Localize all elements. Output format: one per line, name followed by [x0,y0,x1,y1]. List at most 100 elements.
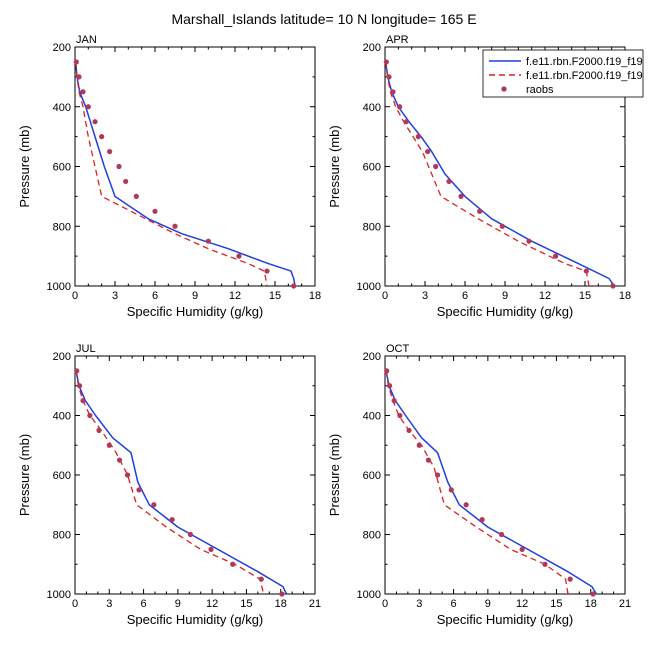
y-tick-label: 1000 [357,281,381,293]
panel-apr: APR 0 3 6 9 12 15 18 200 400 600 800 1000 Specific Hu… [327,34,631,319]
y-tick-label: 800 [53,221,71,233]
raobs-point [415,134,421,140]
y-tick-label: 200 [363,42,381,54]
raobs-point [590,591,596,597]
legend-box [482,49,644,98]
x-tick-label: 3 [112,290,118,302]
raobs-point [403,119,409,125]
raobs-point [123,178,129,185]
x-tick-label: 18 [619,290,631,302]
raobs-point [383,59,389,65]
raobs-point [391,398,397,404]
raobs-series [383,59,616,289]
raobs-point [169,517,175,523]
y-tick-label: 600 [363,162,381,174]
x-tick-label: 0 [72,290,78,302]
x-tick-label: 9 [502,290,508,302]
raobs-series [74,368,285,597]
x-tick-label: 9 [175,598,181,610]
y-tick-label: 600 [53,470,71,482]
panel-jan: JAN 0 3 6 9 12 15 18 200 400 600 800 1000 Specific Hu… [17,34,321,319]
x-tick-label: 18 [585,598,597,610]
x-tick-label: 18 [309,290,321,302]
y-tick-label: 200 [53,42,71,54]
y-tick-label: 600 [363,470,381,482]
raobs-point [264,268,270,274]
raobs-point [76,383,83,389]
raobs-point [479,517,485,523]
x-tick-label: 3 [106,598,112,610]
x-tick-label: 15 [269,290,281,302]
y-tick-label: 400 [363,411,381,423]
raobs-point [463,502,469,508]
plot-frame [74,46,316,287]
x-tick-label: 6 [462,290,468,302]
raobs-point [230,561,236,567]
raobs-point [583,268,589,274]
figure-title: Marshall_Islands latitude= 10 N longitud… [171,11,476,27]
raobs-point [99,134,105,140]
y-tick-label: 600 [53,162,71,174]
x-tick-label: 15 [579,290,591,302]
model-series-dashed [75,61,268,287]
x-tick-label: 15 [240,598,252,610]
raobs-point [425,457,432,463]
y-axis-label: Pressure (mb) [327,434,342,516]
x-tick-label: 6 [451,598,457,610]
raobs-point [477,208,483,214]
x-tick-label: 3 [416,598,422,610]
x-axis-label: Specific Humidity (g/kg) [437,304,574,319]
legend-label: f.e11.rbn.F2000.f19_f19 [526,56,643,68]
x-tick-label: 0 [382,598,388,610]
y-tick-label: 1000 [357,589,381,601]
raobs-point [133,193,139,199]
raobs-point [397,412,403,419]
raobs-point [96,427,102,433]
raobs-point [151,502,157,508]
x-tick-label: 18 [275,598,287,610]
legend-label: f.e11.rbn.F2000.f19_f19 [526,70,643,82]
x-tick-label: 6 [141,598,147,610]
model-series-solid [75,370,288,595]
raobs-point [172,223,178,229]
x-tick-label: 6 [152,290,158,302]
raobs-point [85,104,91,110]
raobs-point [136,487,142,493]
raobs-point [542,561,548,567]
x-axis-label: Specific Humidity (g/kg) [127,304,264,319]
raobs-point [406,427,412,433]
raobs-point [76,74,82,80]
raobs-point [116,457,123,463]
x-tick-label: 9 [485,598,491,610]
plot-frame [74,355,316,595]
raobs-point [425,148,431,155]
raobs-point [106,442,112,448]
raobs-point [384,368,390,374]
raobs-point [610,283,616,289]
y-axis-label: Pressure (mb) [327,125,342,207]
y-tick-label: 1000 [47,589,71,601]
y-tick-label: 800 [53,530,71,542]
raobs-point [434,472,441,478]
x-tick-label: 12 [539,290,551,302]
raobs-point [80,89,86,95]
raobs-point [567,576,573,582]
legend-label: raobs [526,84,554,96]
raobs-point [433,163,439,170]
x-tick-label: 3 [422,290,428,302]
raobs-point [92,119,98,125]
raobs-point [416,442,422,448]
raobs-point [386,383,393,389]
raobs-point [279,591,285,597]
raobs-point [187,531,194,538]
raobs-point [124,472,131,478]
x-tick-label: 12 [206,598,218,610]
y-tick-label: 400 [53,411,71,423]
raobs-point [73,59,79,65]
model-series-dashed [385,61,590,287]
y-axis-label: Pressure (mb) [17,434,32,516]
panel-title: OCT [386,343,410,355]
x-tick-label: 12 [229,290,241,302]
model-series-solid [385,370,598,595]
